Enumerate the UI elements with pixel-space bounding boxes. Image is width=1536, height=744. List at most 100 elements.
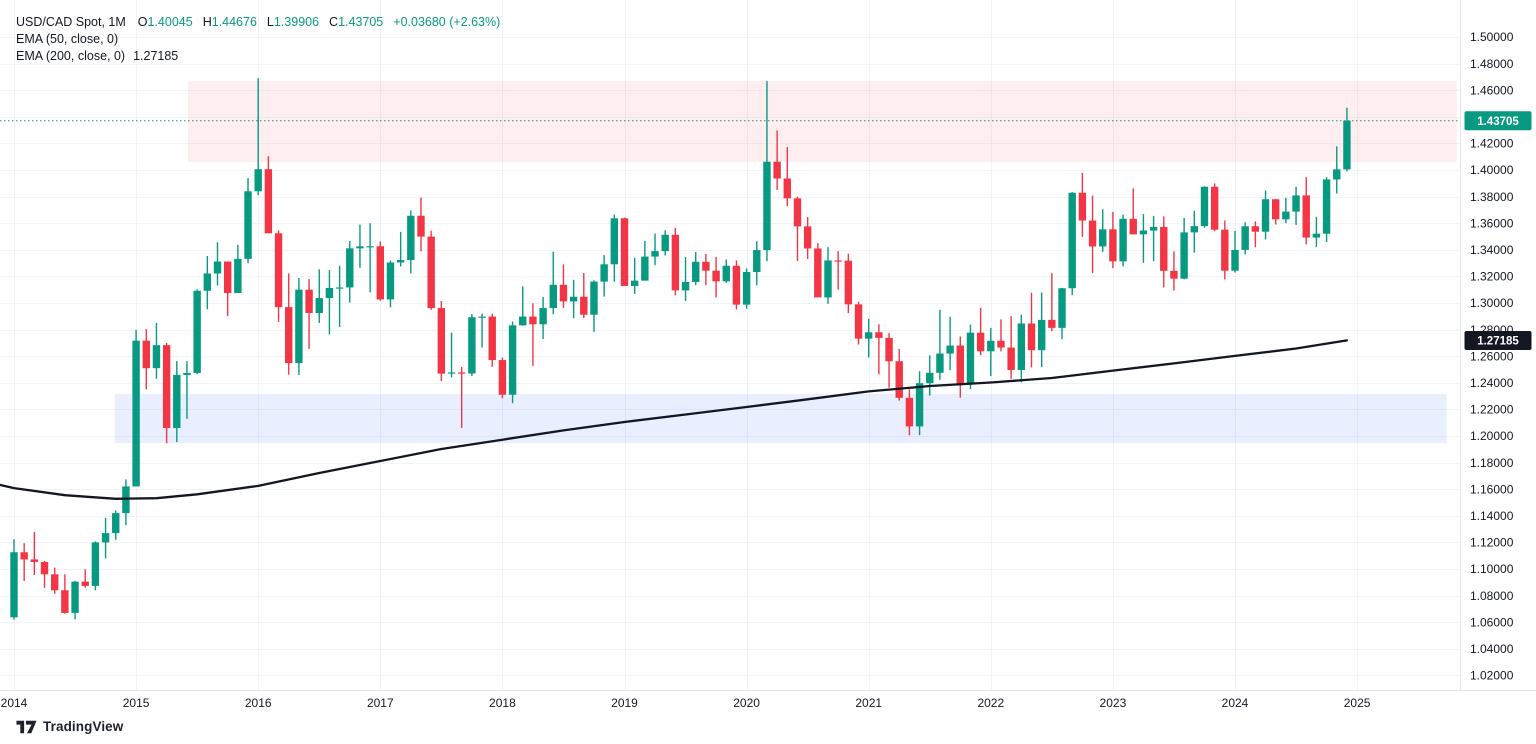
candle: [1058, 287, 1066, 340]
price-tick-label: 1.32000: [1470, 270, 1514, 284]
candle: [142, 329, 150, 390]
year-tick-label: 2023: [1100, 696, 1127, 710]
candle: [875, 324, 883, 375]
tradingview-logo-icon: [16, 720, 37, 733]
price-tick-label: 1.30000: [1470, 296, 1514, 310]
candle-body: [508, 325, 517, 395]
candle: [366, 223, 374, 293]
candle: [437, 301, 446, 381]
price-tick-label: 1.46000: [1470, 83, 1514, 97]
candle: [213, 242, 222, 286]
price-tick-label: 1.18000: [1470, 456, 1514, 470]
candle: [620, 217, 629, 286]
candle: [742, 268, 751, 309]
candle: [1139, 214, 1148, 263]
candle-body: [162, 345, 171, 429]
candle: [234, 244, 242, 294]
year-tick-label: 2017: [367, 696, 394, 710]
candle-body: [824, 260, 832, 298]
candle: [1221, 220, 1229, 280]
candle: [1160, 216, 1168, 288]
candle: [915, 371, 924, 436]
candle-body: [844, 260, 853, 305]
price-tick-label: 1.50000: [1470, 30, 1514, 44]
candle-body: [895, 361, 903, 398]
ema200-title[interactable]: EMA (200, close, 0): [16, 49, 126, 63]
candle-body: [773, 161, 781, 179]
candle: [702, 253, 710, 286]
candle: [346, 241, 354, 303]
candle: [997, 319, 1005, 352]
open-pair: O1.40045: [138, 15, 193, 29]
year-tick-label: 2025: [1344, 696, 1371, 710]
tradingview-logo[interactable]: TradingView: [16, 719, 123, 734]
axis-separators: [0, 0, 1536, 691]
candle-body: [1241, 226, 1249, 250]
candle: [71, 580, 79, 620]
candle-body: [366, 246, 374, 248]
candle-body: [1109, 229, 1117, 262]
ema50-title[interactable]: EMA (50, close, 0): [16, 32, 119, 46]
candle-body: [732, 265, 741, 305]
candle-body: [285, 307, 293, 364]
candle: [183, 361, 191, 419]
candle: [1109, 211, 1117, 269]
candle: [1241, 222, 1249, 255]
year-tick-label: 2019: [611, 696, 638, 710]
candle: [1333, 146, 1341, 194]
candle-body: [946, 345, 954, 354]
candle-body: [885, 337, 893, 362]
open-value: 1.40045: [147, 15, 193, 29]
candle: [244, 177, 252, 264]
candle-body: [213, 261, 222, 274]
year-tick-label: 2015: [123, 696, 150, 710]
candle-body: [101, 533, 110, 543]
candle-body: [10, 552, 18, 618]
candle-body: [783, 178, 791, 199]
last-price-label-text: 1.43705: [1477, 116, 1519, 128]
candle: [447, 332, 456, 378]
candle: [1210, 183, 1219, 232]
candle-body: [173, 374, 181, 429]
candle: [20, 543, 28, 581]
candle-body: [1149, 226, 1158, 231]
candle-body: [1210, 186, 1219, 230]
candle: [1027, 292, 1036, 368]
candle-body: [905, 397, 914, 427]
price-tick-label: 1.48000: [1470, 57, 1514, 71]
candle-body: [722, 265, 730, 282]
candle-body: [417, 215, 425, 237]
candle-body: [569, 296, 578, 302]
candle-body: [793, 198, 802, 227]
support-zone: [114, 393, 1447, 444]
candle-body: [91, 542, 100, 586]
price-tick-label: 1.02000: [1470, 669, 1514, 683]
ema-price-label-background: [1464, 330, 1532, 350]
candle: [162, 343, 171, 444]
symbol-title[interactable]: USD/CAD Spot, 1M: [16, 15, 126, 29]
candle-body: [956, 345, 964, 385]
candle: [1190, 210, 1198, 253]
candle-body: [712, 270, 720, 282]
candle: [122, 479, 130, 526]
ema-200-line: [0, 339, 1349, 500]
candle: [498, 357, 507, 399]
candle: [793, 196, 802, 261]
time-axis[interactable]: 2014 2015 2016 2017 2018 2019 2020 2021 2022 2023…: [1, 696, 1371, 710]
candle: [407, 210, 415, 274]
candle-body: [875, 332, 883, 338]
candle-body: [1129, 218, 1137, 235]
candle-body: [753, 250, 761, 273]
candle-body: [488, 316, 496, 361]
candle-body: [926, 372, 934, 384]
candle-body: [1333, 169, 1341, 180]
candle: [1302, 177, 1310, 245]
candle-body: [966, 332, 975, 385]
high-label: H: [202, 15, 212, 29]
candle-body: [976, 332, 985, 352]
candle: [1119, 214, 1127, 267]
candle: [539, 296, 547, 340]
candle: [651, 233, 659, 266]
candle: [946, 316, 954, 371]
